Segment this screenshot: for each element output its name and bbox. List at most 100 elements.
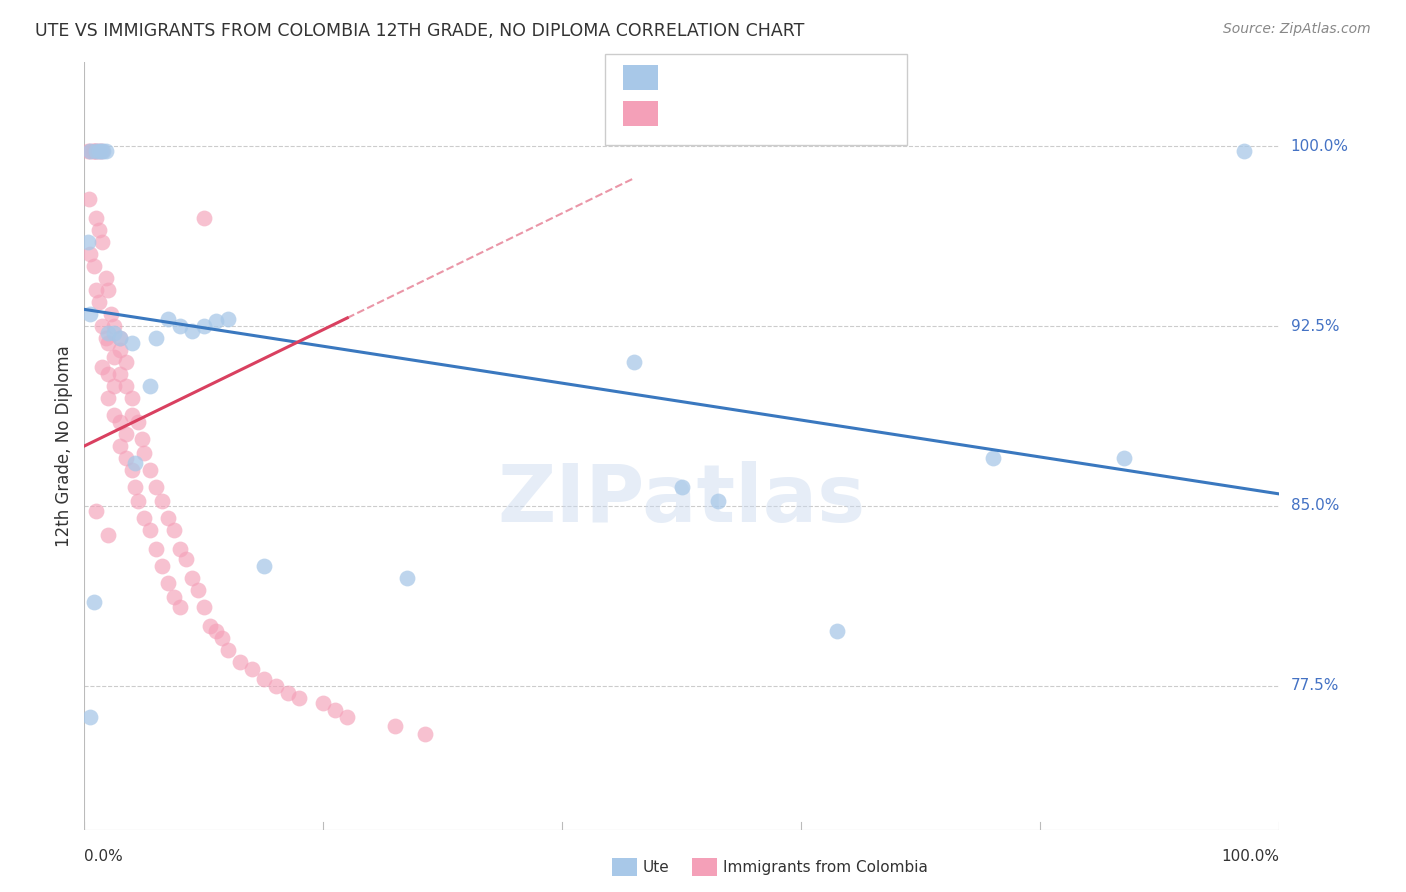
Point (193, 599, 215, 614)
Point (89, 144, 111, 158)
Point (139, 463, 162, 477)
Point (79, 710, 101, 724)
Point (312, 696, 335, 710)
Point (127, 415, 149, 429)
Point (100, 307, 122, 321)
Point (83, 595, 105, 609)
Point (87, 223, 110, 237)
Point (79, 247, 101, 261)
Text: UTE VS IMMIGRANTS FROM COLOMBIA 12TH GRADE, NO DIPLOMA CORRELATION CHART: UTE VS IMMIGRANTS FROM COLOMBIA 12TH GRA… (35, 22, 804, 40)
Point (115, 379, 138, 393)
Point (217, 312, 239, 326)
Point (145, 480, 167, 494)
Text: 77.5%: 77.5% (1291, 678, 1339, 693)
Point (94, 331, 117, 345)
Point (288, 690, 311, 705)
Point (139, 523, 162, 537)
Point (384, 719, 406, 733)
Point (82, 144, 104, 158)
Point (77, 144, 100, 158)
Point (87, 144, 110, 158)
Point (193, 319, 215, 334)
Point (103, 351, 125, 365)
Point (229, 655, 252, 669)
Point (83, 144, 105, 158)
Point (150, 558, 173, 573)
Point (253, 558, 276, 573)
Point (827, 624, 849, 638)
Y-axis label: 12th Grade, No Diploma: 12th Grade, No Diploma (55, 345, 73, 547)
Text: 100.0%: 100.0% (1222, 848, 1279, 863)
Point (157, 511, 180, 525)
Point (103, 319, 125, 334)
Text: 83: 83 (799, 104, 821, 122)
Point (181, 324, 204, 338)
Point (396, 571, 419, 585)
Point (86, 504, 108, 518)
Point (139, 379, 162, 393)
Point (205, 314, 228, 328)
Point (193, 211, 215, 226)
Point (91, 359, 114, 374)
Point (77, 235, 100, 250)
Point (79, 144, 101, 158)
Text: ZIPatlas: ZIPatlas (498, 460, 866, 539)
Text: 92.5%: 92.5% (1291, 318, 1339, 334)
Point (87, 295, 110, 310)
Point (121, 463, 143, 477)
Point (86, 144, 108, 158)
Point (103, 326, 125, 341)
Point (150, 494, 173, 508)
Point (169, 542, 191, 557)
Point (163, 523, 186, 537)
Point (413, 726, 436, 740)
Point (121, 335, 143, 350)
Point (97, 335, 120, 350)
Point (86, 144, 108, 158)
Text: Source: ZipAtlas.com: Source: ZipAtlas.com (1223, 22, 1371, 37)
Point (79, 144, 101, 158)
Text: N =: N = (762, 104, 799, 122)
Text: Ute: Ute (643, 860, 669, 874)
Point (277, 686, 299, 700)
Point (1114, 450, 1136, 465)
Text: 0.244: 0.244 (707, 104, 761, 122)
Point (103, 408, 125, 422)
Point (115, 427, 138, 442)
Point (174, 551, 197, 566)
Point (97, 283, 120, 297)
Point (157, 312, 180, 326)
Point (671, 480, 693, 494)
Point (131, 432, 153, 446)
Point (121, 391, 143, 405)
Point (181, 571, 204, 585)
Point (97, 326, 120, 341)
Point (132, 446, 156, 460)
Point (240, 662, 263, 676)
Point (94, 144, 117, 158)
Point (97, 527, 120, 541)
Point (163, 590, 186, 604)
Point (211, 631, 233, 645)
Point (336, 710, 359, 724)
Point (91, 319, 114, 334)
Point (124, 456, 146, 470)
Point (90, 144, 112, 158)
Point (110, 343, 132, 357)
Point (115, 355, 138, 369)
Point (83, 259, 105, 273)
Text: R =: R = (668, 104, 704, 122)
Point (169, 319, 191, 334)
Point (79, 307, 101, 321)
Text: 100.0%: 100.0% (1291, 139, 1348, 153)
Point (187, 582, 209, 597)
Point (103, 379, 125, 393)
Text: 32: 32 (799, 69, 823, 87)
Point (157, 575, 180, 590)
Point (127, 494, 149, 508)
Point (97, 391, 120, 405)
Point (981, 450, 1004, 465)
Point (77, 192, 100, 206)
Point (124, 480, 146, 494)
Point (115, 450, 138, 465)
